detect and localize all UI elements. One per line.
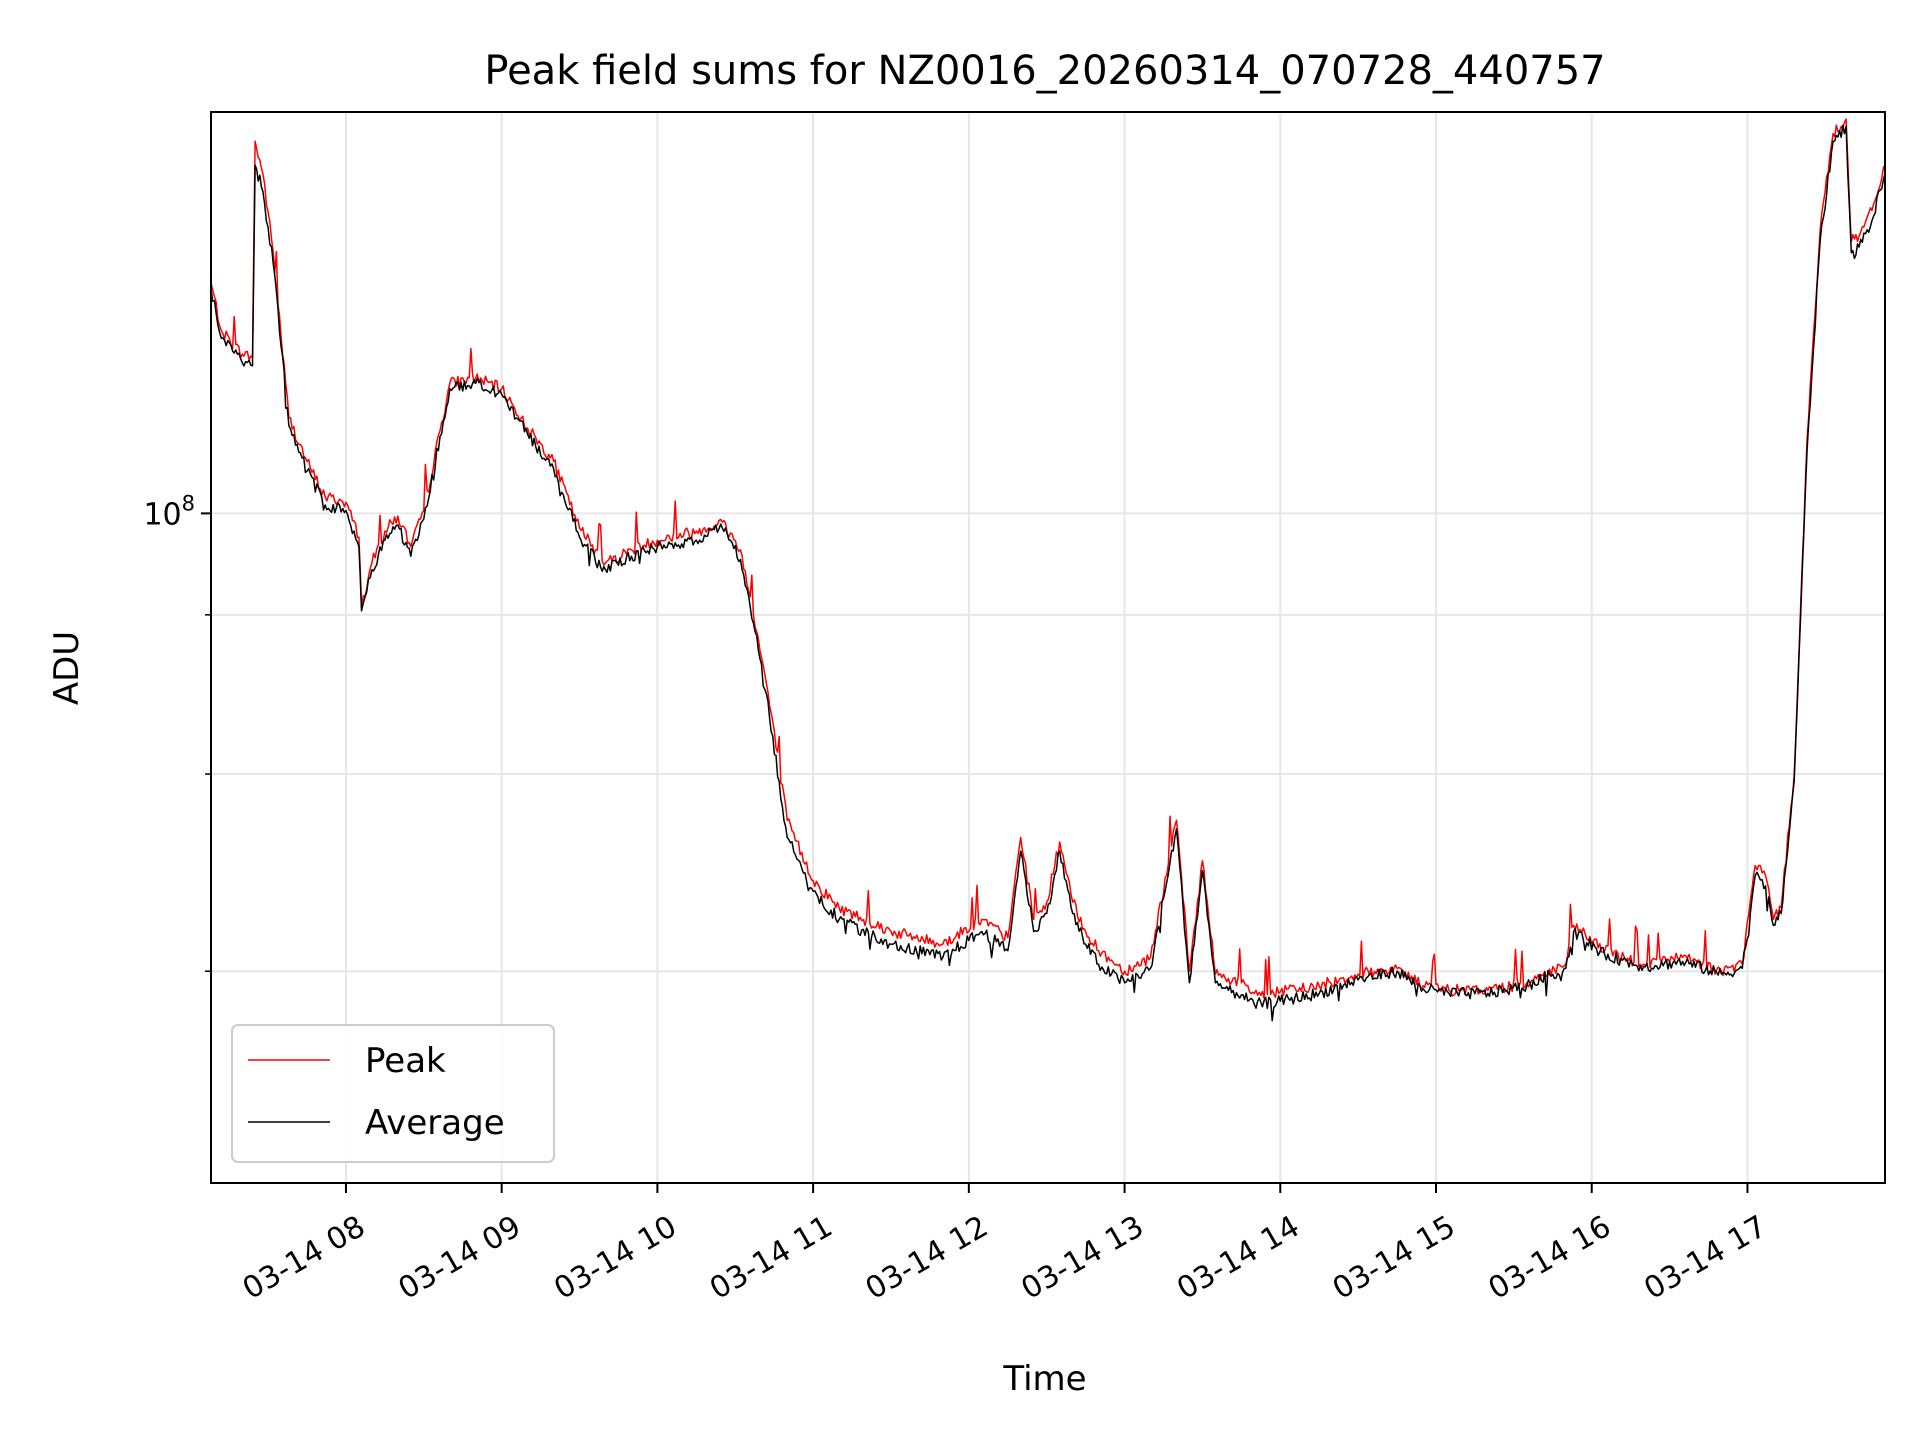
series-line-average <box>210 124 1886 1022</box>
y-axis-label: ADU <box>47 631 87 705</box>
x-axis-label: Time <box>1002 1359 1086 1399</box>
axes-frame <box>210 111 1886 1184</box>
chart-title: Peak field sums for NZ0016_20260314_0707… <box>484 48 1605 94</box>
legend-label-average: Average <box>365 1103 505 1143</box>
legend: Peak Average <box>231 1024 555 1163</box>
legend-label-peak: Peak <box>365 1041 446 1081</box>
series-line-peak <box>210 118 1886 1000</box>
plot-area <box>210 118 1886 1022</box>
grid <box>211 112 1885 1183</box>
